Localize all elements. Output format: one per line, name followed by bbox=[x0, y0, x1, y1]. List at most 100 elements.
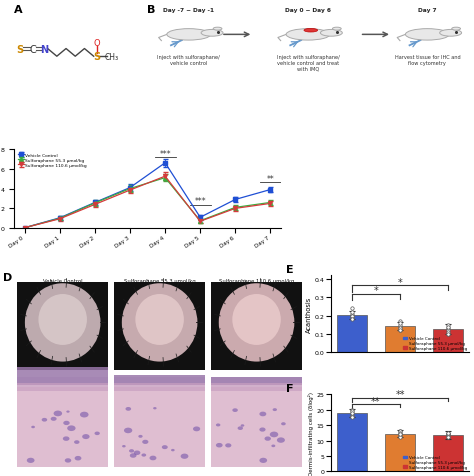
Point bbox=[348, 409, 356, 417]
Bar bbox=[211, 283, 302, 371]
Ellipse shape bbox=[259, 458, 267, 463]
Bar bbox=[114, 377, 205, 467]
Ellipse shape bbox=[129, 449, 134, 453]
Text: Sulforaphane 55.3 μmol/kg: Sulforaphane 55.3 μmol/kg bbox=[124, 279, 195, 284]
Ellipse shape bbox=[51, 417, 56, 421]
Point bbox=[396, 327, 404, 334]
Ellipse shape bbox=[66, 411, 70, 413]
Point bbox=[396, 432, 404, 440]
Y-axis label: Dermis-infiltrating cells (δlog²): Dermis-infiltrating cells (δlog²) bbox=[308, 391, 314, 475]
Point bbox=[348, 409, 356, 417]
Point bbox=[396, 431, 404, 438]
Ellipse shape bbox=[63, 436, 70, 441]
Text: S: S bbox=[93, 52, 100, 62]
Bar bbox=[385, 434, 415, 471]
Point bbox=[444, 429, 452, 437]
Ellipse shape bbox=[304, 30, 318, 33]
Ellipse shape bbox=[31, 426, 35, 428]
Point bbox=[348, 407, 356, 415]
Ellipse shape bbox=[74, 440, 80, 444]
Text: N: N bbox=[40, 44, 48, 54]
Bar bbox=[17, 283, 108, 371]
Ellipse shape bbox=[149, 456, 156, 460]
Ellipse shape bbox=[74, 456, 82, 460]
Ellipse shape bbox=[25, 284, 100, 362]
Ellipse shape bbox=[277, 437, 285, 443]
Ellipse shape bbox=[452, 28, 461, 31]
Point bbox=[444, 434, 452, 441]
Ellipse shape bbox=[259, 427, 265, 432]
Ellipse shape bbox=[232, 408, 238, 412]
Text: **: ** bbox=[266, 174, 274, 183]
Ellipse shape bbox=[65, 458, 71, 463]
Ellipse shape bbox=[130, 453, 137, 458]
Point bbox=[348, 305, 356, 312]
Ellipse shape bbox=[142, 440, 148, 444]
Point bbox=[396, 323, 404, 331]
Point bbox=[396, 431, 404, 438]
Text: C: C bbox=[29, 44, 36, 54]
Bar bbox=[211, 377, 302, 385]
Point bbox=[444, 327, 452, 334]
Text: Inject with sulforaphane/
vehicle control and treat
with IMQ: Inject with sulforaphane/ vehicle contro… bbox=[277, 55, 339, 71]
Bar bbox=[17, 367, 108, 385]
Point bbox=[396, 325, 404, 333]
Text: E: E bbox=[286, 264, 294, 274]
Ellipse shape bbox=[124, 428, 132, 433]
Point bbox=[444, 429, 452, 437]
Point bbox=[396, 327, 404, 334]
Text: ***: *** bbox=[159, 149, 171, 159]
Text: Sulforaphane 110.6 μmol/kg: Sulforaphane 110.6 μmol/kg bbox=[219, 279, 294, 284]
Point bbox=[444, 431, 452, 438]
Point bbox=[348, 412, 356, 420]
Bar bbox=[114, 283, 205, 371]
Point bbox=[348, 412, 356, 420]
Ellipse shape bbox=[94, 432, 100, 435]
Point bbox=[396, 427, 404, 435]
Bar bbox=[114, 383, 205, 391]
Point bbox=[348, 316, 356, 323]
Text: *: * bbox=[374, 286, 378, 296]
Ellipse shape bbox=[67, 426, 75, 431]
Point bbox=[444, 330, 452, 338]
Ellipse shape bbox=[440, 30, 462, 37]
Ellipse shape bbox=[38, 294, 87, 345]
Point bbox=[396, 317, 404, 325]
Ellipse shape bbox=[122, 284, 198, 362]
Point bbox=[396, 434, 404, 441]
Point bbox=[396, 319, 404, 327]
Bar bbox=[17, 383, 108, 391]
Ellipse shape bbox=[54, 411, 62, 416]
Ellipse shape bbox=[273, 408, 277, 411]
Point bbox=[348, 406, 356, 414]
Point bbox=[348, 308, 356, 316]
Bar bbox=[385, 326, 415, 352]
Ellipse shape bbox=[122, 445, 126, 447]
Text: O: O bbox=[93, 39, 100, 48]
Point bbox=[396, 427, 404, 435]
Legend: Vehicle Control, Sulforaphane 55.3 μmol/kg, Sulforaphane 110.6 μmol/kg: Vehicle Control, Sulforaphane 55.3 μmol/… bbox=[17, 152, 89, 169]
Point bbox=[444, 432, 452, 440]
Point bbox=[444, 323, 452, 331]
Ellipse shape bbox=[162, 445, 168, 449]
Ellipse shape bbox=[216, 424, 220, 426]
Bar bbox=[17, 377, 108, 467]
Ellipse shape bbox=[181, 454, 188, 459]
Bar bbox=[433, 435, 463, 471]
Ellipse shape bbox=[232, 294, 281, 345]
Text: Day -7 ~ Day -1: Day -7 ~ Day -1 bbox=[163, 9, 214, 13]
Ellipse shape bbox=[171, 449, 175, 451]
Ellipse shape bbox=[126, 407, 131, 411]
Bar bbox=[211, 383, 302, 391]
Text: **: ** bbox=[371, 396, 381, 406]
Text: Harvest tissue for IHC and
flow cytometry: Harvest tissue for IHC and flow cytometr… bbox=[394, 55, 460, 66]
Bar bbox=[337, 315, 367, 352]
Ellipse shape bbox=[138, 435, 143, 438]
Ellipse shape bbox=[27, 458, 35, 463]
Ellipse shape bbox=[225, 443, 231, 447]
Ellipse shape bbox=[259, 412, 266, 416]
Text: A: A bbox=[14, 5, 23, 15]
Ellipse shape bbox=[167, 30, 211, 41]
Ellipse shape bbox=[134, 451, 140, 455]
Bar bbox=[211, 377, 302, 467]
